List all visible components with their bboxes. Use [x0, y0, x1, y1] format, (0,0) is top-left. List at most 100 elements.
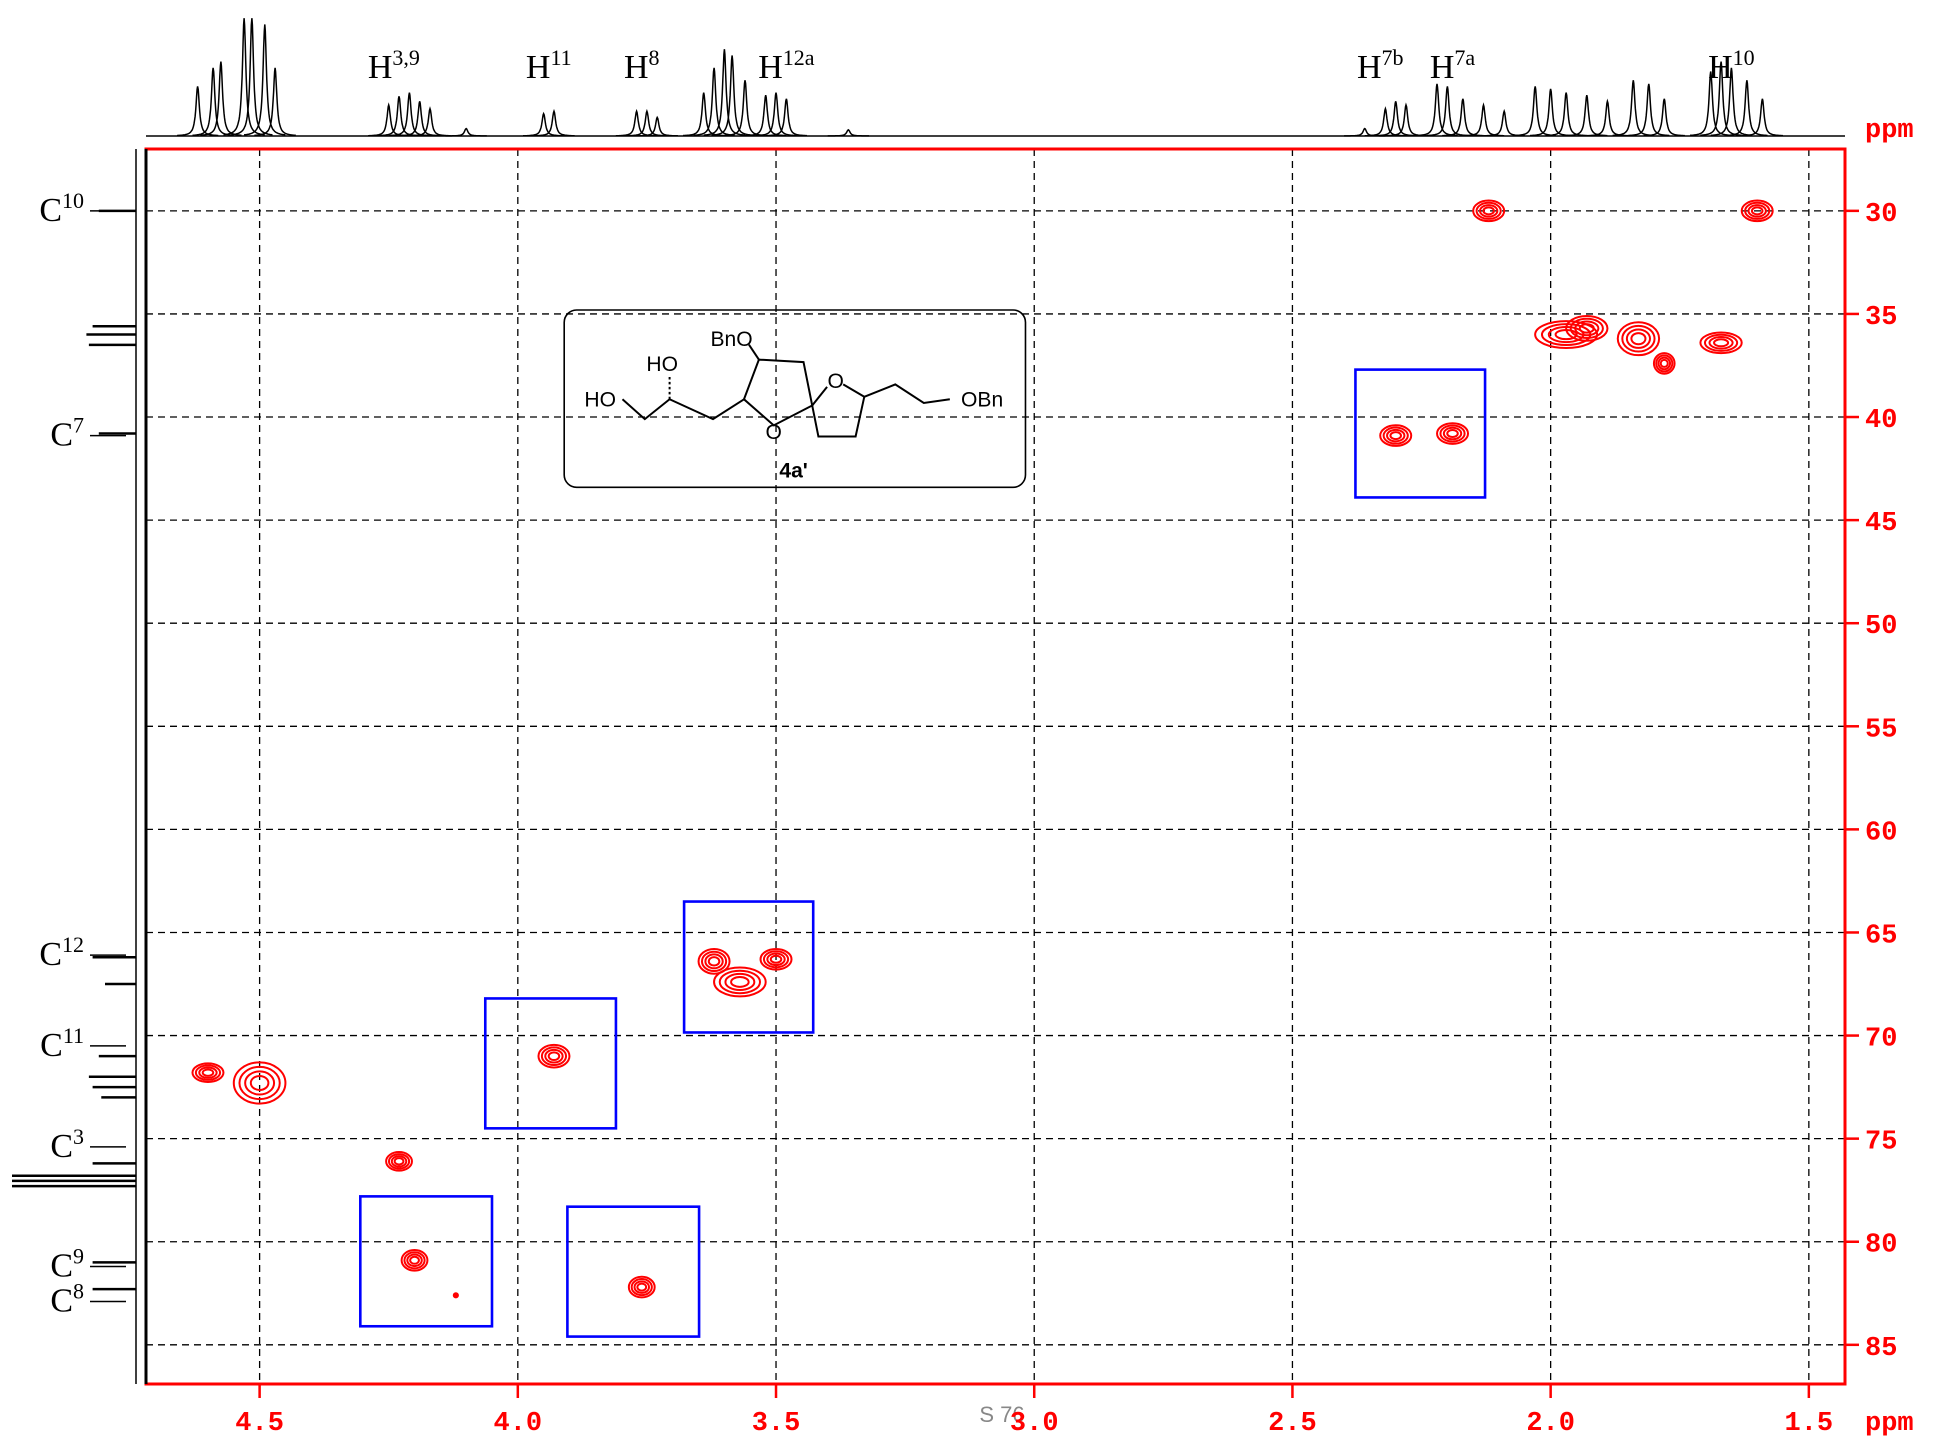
- structure-label: BnO: [711, 328, 753, 351]
- contour: [1565, 315, 1609, 342]
- label-text: C: [39, 936, 62, 973]
- carbon-label: C7: [50, 413, 84, 454]
- contour: [385, 1151, 413, 1172]
- label-sup: 10: [1733, 45, 1755, 70]
- contour: [627, 1275, 656, 1299]
- contour: [1569, 317, 1604, 340]
- label-text: C: [39, 192, 62, 229]
- bond: [863, 383, 950, 405]
- proton-peak: [388, 92, 431, 137]
- structure-inset: HO HO BnO O O OBn 4a': [563, 309, 1027, 489]
- cross-peak: [1379, 424, 1413, 447]
- contour: [1472, 199, 1506, 223]
- cross-peak: [713, 966, 767, 998]
- highlight-box: [566, 1205, 701, 1338]
- contour: [194, 1064, 222, 1081]
- contour: [1708, 336, 1734, 350]
- page-number: S 76: [979, 1402, 1024, 1427]
- proton-peak: [1586, 98, 1629, 137]
- contour: [1657, 356, 1672, 371]
- cross-peak: [1436, 422, 1470, 445]
- cross-peak: [191, 1062, 225, 1083]
- proton-peak: [1726, 80, 1768, 137]
- carbon-label: C8: [50, 1279, 84, 1320]
- label-text: H: [758, 49, 783, 86]
- contour: [1578, 323, 1595, 334]
- proton-peak: [1566, 94, 1608, 137]
- proton-peak: [1442, 98, 1484, 137]
- bond: [811, 386, 828, 407]
- contour: [1659, 358, 1669, 368]
- proton-peak: [533, 108, 575, 137]
- label-sup: 11: [63, 1023, 84, 1048]
- label-text: H: [526, 49, 551, 86]
- contour: [406, 1253, 423, 1268]
- label-sup: 7a: [1454, 45, 1475, 70]
- x-tick-label: 3.5: [752, 1409, 801, 1439]
- y-tick-label: 50: [1865, 612, 1897, 642]
- contour: [393, 1157, 405, 1166]
- proton-peak: [682, 92, 725, 137]
- contour: [1379, 424, 1413, 447]
- x-unit: ppm: [1865, 1409, 1914, 1439]
- contour: [1442, 426, 1463, 441]
- label-text: H: [368, 49, 393, 86]
- proton-label: H7a: [1430, 45, 1476, 86]
- label-text: H: [1430, 49, 1455, 86]
- proton-peak: [1530, 88, 1572, 137]
- carbon-label: C12: [39, 932, 84, 973]
- cross-peak: [1472, 199, 1506, 223]
- cross-peak: [452, 1292, 459, 1299]
- proton-peak: [254, 67, 296, 137]
- proton-peak: [755, 92, 797, 137]
- contour: [409, 1255, 420, 1265]
- proton-label: H12a: [758, 45, 815, 86]
- structure-label: OBn: [961, 389, 1003, 412]
- contour: [1703, 333, 1739, 352]
- highlight-box: [1354, 368, 1487, 499]
- cross-peak: [1740, 199, 1774, 223]
- contour: [1652, 352, 1676, 375]
- label-text: H: [1708, 49, 1733, 86]
- contour: [537, 1043, 571, 1069]
- highlight-box: [483, 997, 618, 1130]
- cross-peak: [697, 947, 731, 975]
- proton-peak: [409, 106, 451, 137]
- proton-peak: [177, 86, 219, 137]
- contour: [244, 1070, 276, 1096]
- proton-peak: [223, 18, 265, 136]
- proton-label: H10: [1708, 45, 1755, 86]
- proton-peak: [1426, 86, 1468, 137]
- contour: [1621, 324, 1656, 353]
- proton-label: H3,9: [368, 45, 420, 86]
- carbon-label: C10: [39, 188, 84, 229]
- label-text: C: [40, 1027, 63, 1064]
- ring: [811, 383, 866, 438]
- contour: [1478, 204, 1499, 218]
- label-sup: 10: [62, 188, 84, 213]
- contour: [759, 947, 793, 971]
- proton-peak: [1462, 102, 1505, 137]
- label-text: H: [624, 49, 649, 86]
- contour: [201, 1068, 215, 1077]
- contour: [633, 1280, 650, 1294]
- ring: [742, 358, 814, 427]
- proton-peak: [445, 127, 487, 137]
- y-tick-label: 75: [1865, 1128, 1897, 1158]
- label-sup: 7: [73, 413, 84, 438]
- highlight-box: [359, 1195, 494, 1328]
- contour: [403, 1251, 426, 1270]
- contour: [1439, 424, 1466, 443]
- contour: [191, 1062, 225, 1083]
- y-tick-label: 70: [1865, 1025, 1897, 1055]
- contour: [713, 966, 767, 998]
- highlight-box: [682, 900, 815, 1034]
- proton-peak: [703, 49, 745, 136]
- contour: [1713, 338, 1730, 348]
- proton-peak: [1643, 98, 1685, 137]
- proton-peak: [398, 101, 441, 137]
- cross-peak: [537, 1043, 571, 1069]
- carbon-label: C9: [50, 1243, 84, 1284]
- contour: [387, 1153, 411, 1170]
